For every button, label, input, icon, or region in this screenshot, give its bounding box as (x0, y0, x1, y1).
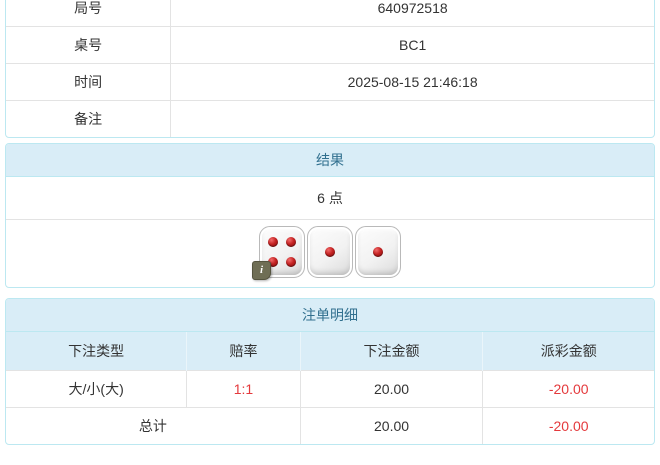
header-bet-amount: 下注金额 (299, 332, 483, 371)
game-info-row-table: 桌号 BC1 (6, 26, 654, 64)
header-bet-type: 下注类型 (6, 332, 187, 371)
round-number-label: 局号 (6, 0, 172, 27)
round-number-value: 640972518 (377, 0, 448, 16)
die-1-icon (355, 226, 401, 278)
remark-value (170, 100, 654, 137)
total-bet-amount-cell: 20.00 (299, 407, 483, 444)
die-1-icon (307, 226, 353, 278)
die-pip (373, 247, 383, 257)
dice-row: i (6, 220, 654, 287)
odds-cell: 1:1 (186, 370, 301, 408)
result-points: 6 点 (6, 177, 654, 220)
bet-row: 大/小(大) 1:1 20.00 -20.00 (6, 370, 654, 408)
bets-panel-title: 注单明细 (6, 299, 654, 332)
bets-header-row: 下注类型 赔率 下注金额 派彩金额 (6, 332, 654, 371)
header-odds: 赔率 (186, 332, 301, 371)
die-pip (325, 247, 335, 257)
die-pip (268, 237, 279, 247)
die-4-icon: i (252, 226, 305, 280)
time-label: 时间 (6, 63, 172, 101)
time-value: 2025-08-15 21:46:18 (170, 63, 654, 101)
result-panel: 结果 6 点 i (5, 143, 655, 288)
bet-detail-page: 局号 640972518 桌号 BC1 时间 2025-08-15 21:46:… (5, 0, 655, 445)
die-pip (285, 257, 296, 267)
bets-table: 下注类型 赔率 下注金额 派彩金额 大/小(大) 1:1 20.00 -20.0… (6, 332, 654, 444)
remark-label: 备注 (6, 100, 172, 137)
die-pip (285, 237, 296, 247)
table-number-value: BC1 (170, 26, 654, 64)
game-info-row-time: 时间 2025-08-15 21:46:18 (6, 63, 654, 101)
info-badge-icon[interactable]: i (252, 261, 271, 280)
dice-group: i (252, 226, 401, 280)
game-info-table: 局号 640972518 桌号 BC1 时间 2025-08-15 21:46:… (6, 0, 654, 137)
die-pip (268, 257, 279, 267)
game-info-row-remark: 备注 (6, 100, 654, 137)
game-info-panel: 局号 640972518 桌号 BC1 时间 2025-08-15 21:46:… (5, 0, 655, 138)
game-info-row-round: 局号 640972518 (6, 0, 654, 27)
bets-panel: 注单明细 下注类型 赔率 下注金额 派彩金额 大/小(大) 1:1 20.00 … (5, 298, 655, 445)
payout-amount-cell: -20.00 (482, 370, 654, 408)
table-number-label: 桌号 (6, 26, 172, 64)
result-panel-title: 结果 (6, 144, 654, 177)
bet-type-cell: 大/小(大) (6, 370, 187, 408)
total-label-cell: 总计 (6, 407, 301, 444)
header-payout-amount: 派彩金额 (482, 332, 654, 371)
total-row: 总计 20.00 -20.00 (6, 407, 654, 444)
total-payout-cell: -20.00 (482, 407, 654, 444)
bet-amount-cell: 20.00 (299, 370, 483, 408)
